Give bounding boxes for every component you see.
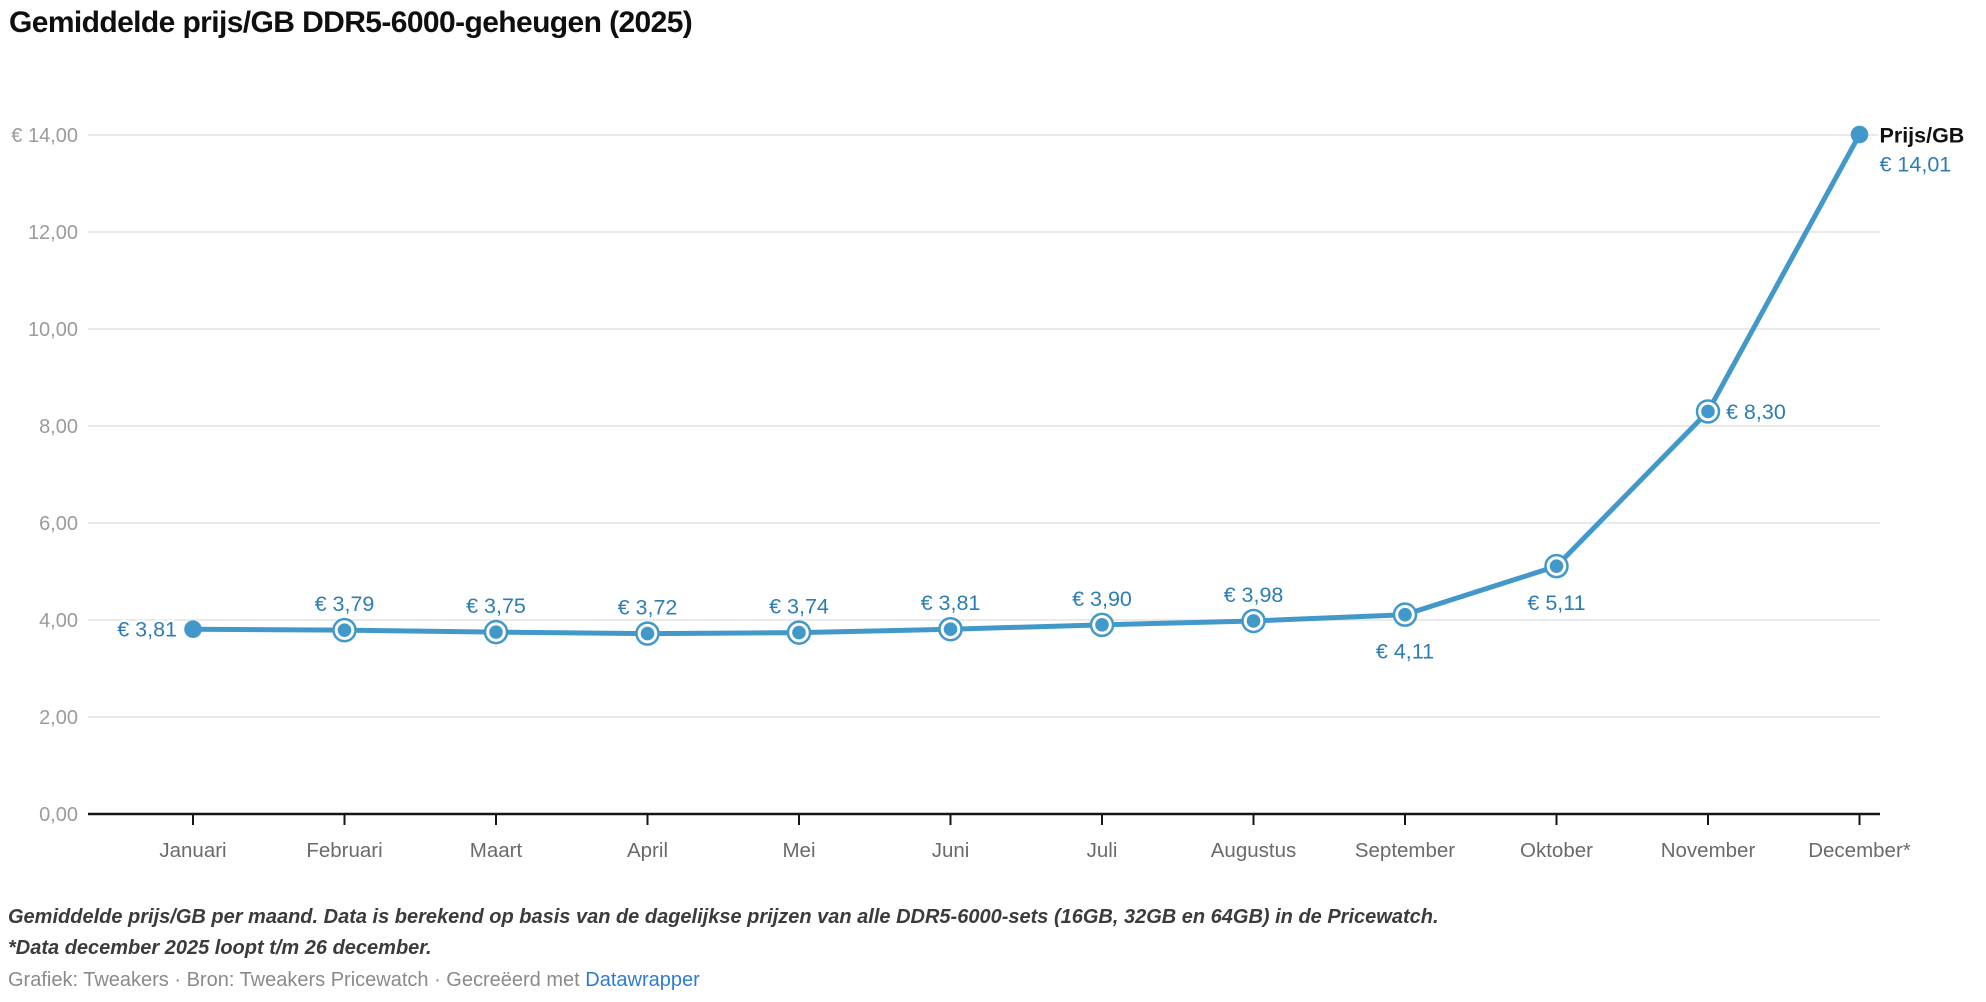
credits-text: Grafiek: Tweakers · Bron: Tweakers Price… [8, 969, 586, 991]
x-axis-tick-label: Oktober [1520, 839, 1593, 862]
value-label: € 8,30 [1726, 400, 1786, 424]
x-axis-tick-label: Juni [932, 839, 970, 862]
value-label: € 4,11 [1376, 640, 1434, 664]
y-axis-tick-label: 0,00 [39, 804, 78, 826]
y-axis-tick-label: € 14,00 [11, 125, 78, 147]
x-axis-tick-label: Januari [159, 839, 226, 862]
y-axis-tick-label: 4,00 [39, 610, 78, 632]
x-axis-tick-label: Maart [470, 839, 523, 862]
x-axis-tick-label: Mei [782, 839, 815, 862]
data-point[interactable] [489, 625, 503, 639]
value-label: € 3,72 [618, 596, 678, 620]
credits-line: Grafiek: Tweakers · Bron: Tweakers Price… [8, 969, 700, 992]
data-point[interactable] [1095, 618, 1109, 632]
data-point[interactable] [640, 626, 655, 641]
series-legend-value: € 14,01 [1880, 153, 1952, 177]
value-label: € 3,74 [769, 595, 829, 619]
chart-title: Gemiddelde prijs/GB DDR5-6000-geheugen (… [9, 6, 693, 39]
x-axis-tick-label: December* [1808, 839, 1911, 862]
value-label: € 3,81 [921, 591, 981, 615]
x-axis-tick-label: September [1355, 839, 1455, 862]
series-legend-label: Prijs/GB [1880, 124, 1965, 148]
x-axis-tick-label: April [627, 839, 668, 862]
data-point[interactable] [943, 622, 958, 637]
data-point[interactable] [1398, 607, 1412, 622]
x-axis-tick-label: Februari [306, 839, 382, 862]
y-axis-tick-label: 8,00 [39, 416, 78, 438]
x-axis-tick-label: Juli [1087, 839, 1118, 862]
data-point[interactable] [1246, 614, 1261, 628]
x-axis-tick-label: Augustus [1211, 839, 1296, 862]
data-point[interactable] [184, 620, 202, 639]
y-axis-tick-label: 2,00 [39, 707, 78, 729]
datawrapper-link[interactable]: Datawrapper [585, 969, 700, 991]
data-point[interactable] [337, 623, 352, 637]
y-axis-tick-label: 12,00 [28, 222, 78, 244]
price-line [190, 132, 1862, 637]
data-point[interactable] [792, 625, 806, 640]
y-axis-tick-label: 6,00 [39, 513, 78, 535]
price-line-chart: 0,00 2,00 4,00 6,00 8,00 10,00 12,00 € 14,00 Jan… [11, 123, 1965, 862]
value-label: € 3,98 [1224, 583, 1284, 607]
x-axis-tick-label: November [1661, 839, 1756, 862]
data-point[interactable] [1850, 125, 1869, 144]
data-point[interactable] [1549, 559, 1564, 573]
value-label: € 5,11 [1527, 591, 1585, 615]
chart-footnote: *Data december 2025 loopt t/m 26 decembe… [8, 937, 432, 959]
value-label: € 3,81 [117, 618, 177, 642]
y-axis-tick-label: 10,00 [28, 319, 78, 341]
chart-description: Gemiddelde prijs/GB per maand. Data is b… [8, 906, 1439, 928]
data-point[interactable] [1701, 404, 1715, 419]
value-label: € 3,79 [315, 592, 375, 616]
value-label: € 3,75 [466, 594, 526, 618]
value-label: € 3,90 [1072, 587, 1132, 611]
